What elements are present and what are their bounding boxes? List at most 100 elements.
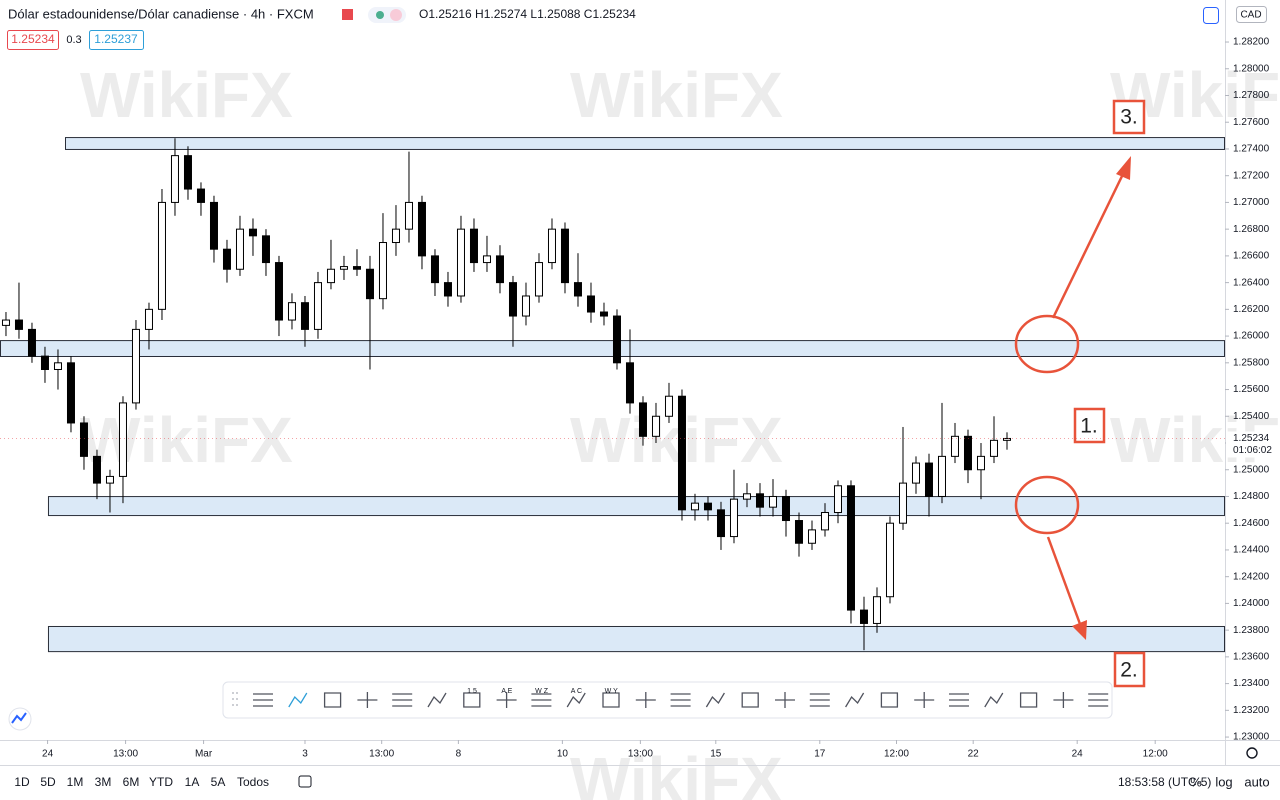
timeframe[interactable]: 1D	[14, 775, 30, 789]
circle-marker	[1014, 475, 1080, 535]
y-tick-label: 1.28000	[1233, 63, 1270, 74]
candle-body	[794, 520, 803, 544]
annotations	[1014, 99, 1146, 688]
tool-icon[interactable]	[427, 692, 447, 708]
candle-body	[53, 362, 62, 370]
candle-body	[66, 362, 75, 424]
label-box	[1073, 407, 1106, 444]
tool-icon[interactable]	[705, 692, 725, 708]
x-tick-label: 10	[557, 749, 569, 760]
candle-body	[950, 435, 959, 457]
candle-body	[326, 268, 335, 284]
candle-body	[547, 228, 556, 264]
tool-icon[interactable]	[463, 692, 481, 708]
zone	[0, 340, 1225, 357]
timeframe[interactable]: Todos	[237, 775, 269, 789]
candle-body	[612, 315, 621, 364]
bid-box[interactable]	[7, 30, 59, 50]
tool-icon[interactable]	[775, 692, 795, 708]
tool-icon[interactable]	[357, 692, 378, 708]
countdown: 01:06:02	[1233, 445, 1272, 456]
tool-icon[interactable]	[531, 693, 552, 707]
tool-icon[interactable]	[949, 693, 969, 707]
annotation-label: 2.	[1120, 659, 1138, 682]
candle-body	[742, 493, 751, 500]
x-tick-label: 22	[968, 749, 980, 760]
y-tick-label: 1.24800	[1233, 491, 1270, 502]
tool-icon[interactable]	[809, 693, 830, 707]
zone	[65, 137, 1226, 150]
sync-icon[interactable]	[1203, 7, 1219, 24]
timeframe[interactable]: 6M	[123, 775, 140, 789]
candle-body	[677, 395, 686, 511]
tool-icon[interactable]	[602, 692, 620, 708]
annotation-label: 1.	[1080, 415, 1098, 438]
currency-box	[1236, 6, 1267, 23]
tool-icon[interactable]	[392, 693, 413, 707]
candle-body	[664, 395, 673, 417]
candle-body	[261, 235, 270, 264]
tool-icon[interactable]	[1053, 692, 1074, 708]
candle-body	[118, 402, 127, 477]
candle-body	[729, 498, 738, 538]
y-tick-label: 1.23000	[1233, 732, 1270, 743]
y-tick-label: 1.27400	[1233, 144, 1270, 155]
tool-icon[interactable]	[670, 693, 691, 707]
tool-label: A C	[571, 688, 582, 695]
zone	[47, 625, 1226, 653]
tool-icon[interactable]	[496, 692, 517, 708]
candle-body	[404, 201, 413, 230]
y-tick-label: 1.24600	[1233, 518, 1270, 529]
currency: CAD	[1240, 10, 1261, 21]
tool-icon[interactable]	[914, 692, 935, 708]
tool-icon[interactable]	[288, 692, 308, 708]
tool-icon[interactable]	[880, 692, 899, 708]
y-tick-label: 1.26800	[1233, 224, 1270, 235]
candle-body	[40, 355, 49, 370]
label-box	[1113, 651, 1146, 688]
tool-icon[interactable]	[635, 692, 656, 708]
spread: 0.3	[66, 34, 81, 46]
scale-option[interactable]: log	[1215, 774, 1232, 789]
timeframe[interactable]: 3M	[95, 775, 112, 789]
scale-option[interactable]: %	[1190, 774, 1202, 789]
last-price: 1.25234	[1233, 433, 1270, 444]
timeframe[interactable]: 5A	[211, 775, 226, 789]
timeframe[interactable]: 5D	[40, 775, 56, 789]
scale-option[interactable]: auto	[1244, 774, 1269, 789]
timeframe[interactable]: 1M	[67, 775, 84, 789]
candle-body	[235, 228, 244, 270]
tool-icon[interactable]	[566, 692, 586, 708]
candle-body	[27, 328, 36, 357]
candle-body	[638, 402, 647, 437]
timeframe[interactable]: 1A	[185, 775, 200, 789]
candle-body	[378, 242, 387, 300]
timeframe[interactable]: YTD	[149, 775, 173, 789]
ohlc: O1.25216 H1.25274 L1.25088 C1.25234	[419, 7, 636, 21]
tool-icon[interactable]	[1019, 692, 1038, 708]
y-tick-label: 1.23200	[1233, 705, 1270, 716]
candle-body	[417, 201, 426, 257]
x-tick-label: 13:00	[369, 749, 394, 760]
flag-icon	[342, 9, 353, 20]
watermark: WikiFX	[570, 404, 783, 476]
candle-body	[963, 435, 972, 471]
candle-body	[131, 328, 140, 404]
candle-body	[560, 228, 569, 284]
tool-icon[interactable]	[323, 692, 342, 708]
tool-icon[interactable]	[984, 692, 1004, 708]
bid: 1.25234	[11, 32, 55, 46]
tool-icon[interactable]	[741, 692, 759, 708]
y-tick-label: 1.25600	[1233, 384, 1270, 395]
tool-icon[interactable]	[1088, 693, 1109, 707]
tool-icon[interactable]	[845, 692, 865, 708]
ask-box[interactable]	[89, 30, 144, 50]
settings-icon[interactable]	[1246, 747, 1258, 759]
compare-icon[interactable]	[298, 775, 312, 788]
tool-icon[interactable]	[253, 693, 273, 707]
zone	[47, 496, 1226, 517]
candle-body	[79, 422, 88, 457]
candle-body	[924, 462, 933, 497]
candle-body	[482, 255, 491, 264]
